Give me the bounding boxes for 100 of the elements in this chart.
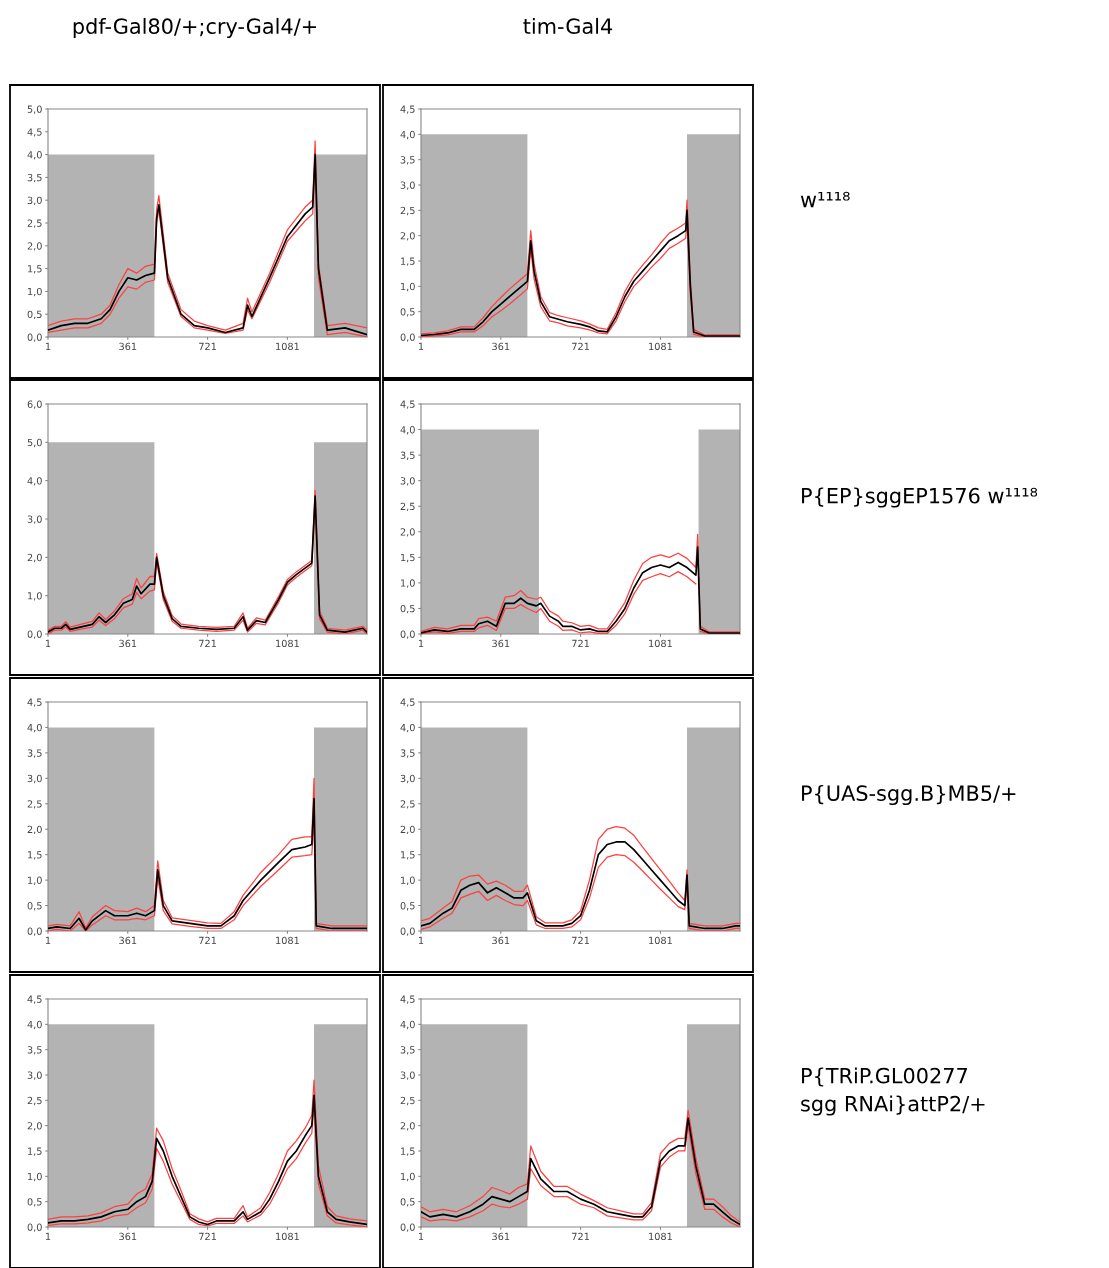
y-tick-label: 2,5	[27, 219, 42, 228]
y-tick-label: 0,5	[27, 902, 42, 911]
y-tick-label: 1,5	[28, 265, 42, 274]
y-tick-label: 1,5	[401, 553, 415, 563]
y-tick-label: 3,5	[400, 451, 415, 460]
x-tick-label: 1	[45, 1232, 51, 1240]
y-tick-label: 4,5	[400, 995, 415, 1004]
y-tick-label: 0,0	[27, 333, 42, 342]
y-tick-label: 3,0	[400, 181, 415, 190]
x-tick-label: 361	[119, 1232, 137, 1241]
y-tick-label: 1,0	[28, 287, 42, 297]
y-tick-label: 1,5	[401, 851, 415, 860]
y-tick-label: 1,0	[401, 579, 415, 588]
text: P{EP}sggEP1576 w¹¹¹⁸	[802, 487, 1038, 508]
x-tick-label: 721	[199, 936, 216, 944]
x-tick-label: 1	[418, 639, 424, 647]
text: P{TRiP.GL00277 sgg RNAi}attP2/+	[801, 1067, 985, 1116]
y-tick-label: 0,5	[27, 1198, 42, 1207]
x-tick-label: 1	[418, 936, 424, 944]
y-tick-label: 3,5	[27, 1046, 42, 1055]
x-tick-label: 361	[119, 342, 137, 351]
y-tick-label: 0,0	[400, 333, 415, 342]
x-tick-label: 1081	[649, 639, 672, 648]
y-tick-label: 0,0	[400, 1223, 415, 1232]
y-tick-label: 1,0	[28, 592, 42, 601]
y-tick-label: 0,0	[27, 630, 42, 639]
x-tick-label: 1	[45, 342, 51, 350]
x-tick-label: 721	[572, 1232, 589, 1240]
x-tick-label: 721	[572, 936, 589, 944]
chart-title: tim-Gal4	[523, 17, 613, 35]
y-tick-label: 1,0	[28, 1172, 42, 1182]
y-tick-label: 4,5	[400, 105, 415, 114]
x-tick-label: 721	[572, 639, 589, 647]
x-tick-label: 361	[492, 342, 510, 351]
x-tick-label: 721	[199, 342, 216, 350]
y-tick-label: 2,5	[400, 502, 415, 512]
x-tick-label: 1	[45, 936, 51, 944]
x-tick-label: 1	[45, 639, 51, 647]
y-tick-label: 2,5	[27, 1096, 42, 1106]
y-tick-label: 3,0	[27, 515, 42, 524]
y-tick-label: 4,0	[400, 130, 415, 140]
x-tick-label: 361	[492, 639, 510, 648]
y-tick-label: 6,0	[27, 400, 42, 409]
y-tick-label: 4,5	[400, 698, 415, 707]
y-tick-label: 4,0	[400, 723, 415, 733]
y-tick-label: 1,0	[401, 1172, 415, 1182]
y-tick-label: 1,0	[28, 876, 42, 885]
y-tick-label: 0,5	[400, 902, 415, 911]
y-tick-label: 4,0	[400, 426, 415, 435]
y-tick-label: 2,0	[400, 1122, 415, 1131]
y-tick-label: 0,5	[400, 604, 415, 614]
text: w¹¹¹⁸	[800, 191, 850, 208]
y-tick-label: 0,0	[27, 927, 42, 936]
y-tick-label: 3,0	[400, 477, 415, 486]
y-tick-label: 4,0	[27, 151, 42, 160]
y-tick-label: 1,5	[401, 1147, 415, 1156]
x-tick-label: 361	[119, 936, 137, 945]
text: P{UAS-sgg.B}MB5/+	[802, 784, 1016, 806]
y-tick-label: 4,5	[400, 400, 415, 409]
x-tick-label: 1	[418, 1232, 424, 1240]
x-tick-label: 1081	[276, 1232, 299, 1241]
y-tick-label: 3,5	[400, 156, 415, 165]
y-tick-label: 1,5	[401, 257, 415, 266]
y-tick-label: 4,5	[27, 128, 42, 137]
x-tick-label: 1081	[649, 342, 672, 351]
y-tick-label: 1,5	[28, 1147, 42, 1156]
x-tick-label: 1081	[649, 1232, 672, 1241]
y-tick-label: 0,0	[400, 927, 415, 936]
x-tick-label: 361	[492, 936, 510, 945]
x-tick-label: 1	[418, 342, 424, 350]
y-tick-label: 5,0	[27, 438, 42, 448]
x-tick-label: 361	[492, 1232, 510, 1241]
x-tick-label: 721	[199, 639, 216, 647]
y-tick-label: 3,5	[27, 173, 42, 183]
y-tick-label: 3,5	[27, 749, 42, 758]
y-tick-label: 2,0	[400, 528, 415, 537]
y-tick-label: 0,0	[27, 1223, 42, 1232]
y-tick-label: 3,0	[27, 774, 42, 784]
y-tick-label: 4,0	[27, 1020, 42, 1030]
x-tick-label: 721	[572, 342, 589, 350]
y-tick-label: 2,0	[27, 242, 42, 251]
y-tick-label: 3,0	[27, 1071, 42, 1080]
x-tick-label: 721	[199, 1232, 216, 1240]
y-tick-label: 4,5	[27, 995, 42, 1004]
chart-title: pdf-Gal80/+;cry-Gal4/+	[73, 17, 316, 39]
y-tick-label: 4,0	[27, 477, 42, 486]
y-tick-label: 2,0	[27, 825, 42, 835]
y-tick-label: 2,0	[400, 825, 415, 835]
y-tick-label: 4,0	[27, 723, 42, 733]
y-tick-label: 4,5	[27, 698, 42, 707]
y-tick-label: 3,5	[400, 1046, 415, 1055]
y-tick-label: 2,5	[27, 800, 42, 809]
y-tick-label: 0,5	[27, 310, 42, 320]
y-tick-label: 3,0	[400, 774, 415, 784]
y-tick-label: 1,0	[401, 876, 415, 885]
y-tick-label: 1,5	[28, 851, 42, 860]
x-tick-label: 1081	[276, 936, 299, 945]
y-tick-label: 3,0	[400, 1071, 415, 1080]
x-tick-label: 1081	[649, 936, 672, 945]
y-tick-label: 2,0	[400, 232, 415, 241]
